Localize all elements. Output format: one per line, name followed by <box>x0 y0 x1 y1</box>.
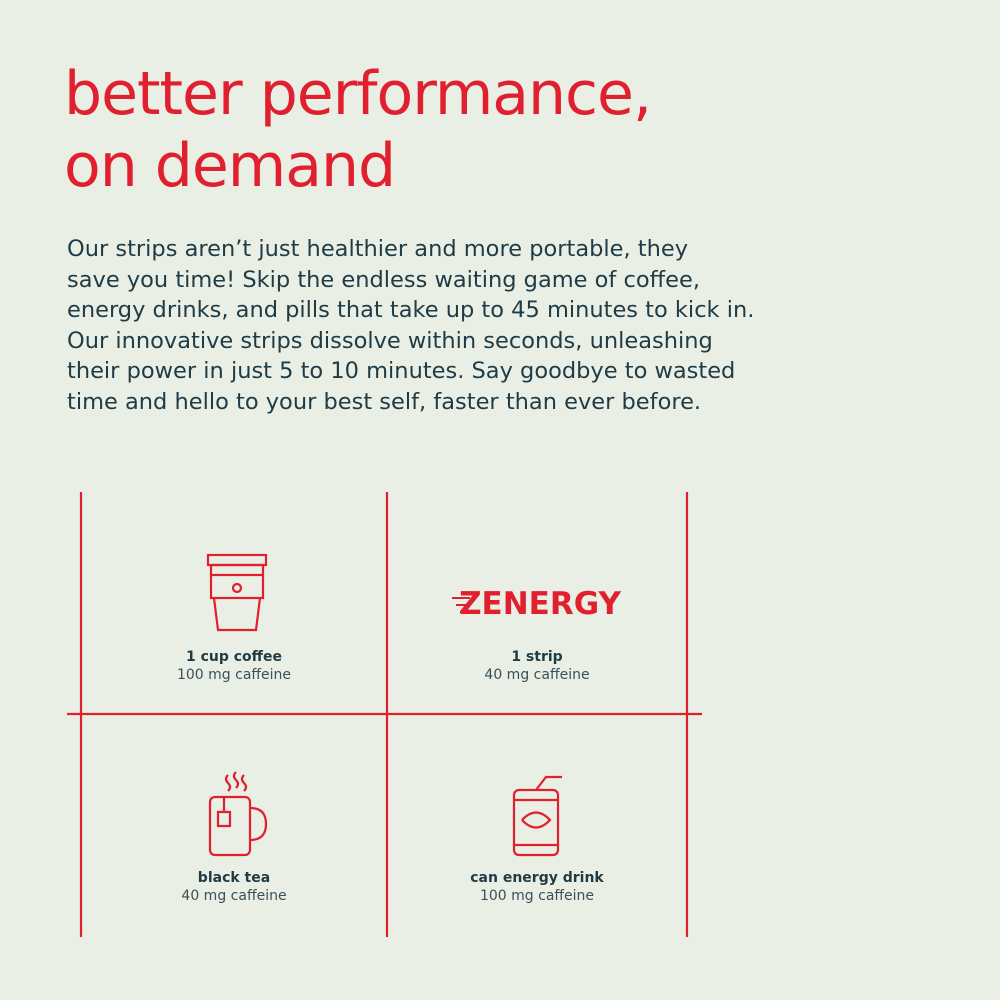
tea-icon <box>208 771 268 857</box>
item-name: black tea <box>197 870 271 886</box>
item-name: 1 strip <box>511 649 563 665</box>
paragraph-line: time and hello to your best self, faster… <box>67 388 702 415</box>
item-caffeine: 100 mg caffeine <box>479 888 595 904</box>
item-caffeine: 40 mg caffeine <box>181 888 287 904</box>
paragraph-line: save you time! Skip the endless waiting … <box>67 266 700 293</box>
item-name: 1 cup coffee <box>185 649 283 665</box>
paragraph-line: Our innovative strips dissolve within se… <box>67 327 713 354</box>
paragraph: Our strips aren’t just healthier and mor… <box>67 234 754 417</box>
zenergy-logo-lines <box>452 597 470 613</box>
item-label: black tea 40 mg caffeine <box>114 869 354 905</box>
title: better performance, on demand <box>64 58 652 202</box>
paragraph-line: their power in just 5 to 10 minutes. Say… <box>67 358 736 384</box>
title-line: better performance, <box>64 59 652 129</box>
item-caffeine: 100 mg caffeine <box>176 667 292 683</box>
item-label: 1 strip 40 mg caffeine <box>417 648 657 684</box>
item-label: can energy drink 100 mg caffeine <box>417 869 657 905</box>
can-icon <box>512 775 562 857</box>
item-name: can energy drink <box>470 870 604 886</box>
item-caffeine: 40 mg caffeine <box>484 667 590 683</box>
logo: ZENERGY <box>459 586 621 622</box>
paragraph-line: energy drinks, and pills that take up to… <box>67 297 755 323</box>
coffee-icon <box>206 553 268 632</box>
item-label: 1 cup coffee 100 mg caffeine <box>114 648 354 684</box>
paragraph-line: Our strips aren’t just healthier and mor… <box>67 236 689 262</box>
title-line: on demand <box>64 131 396 201</box>
